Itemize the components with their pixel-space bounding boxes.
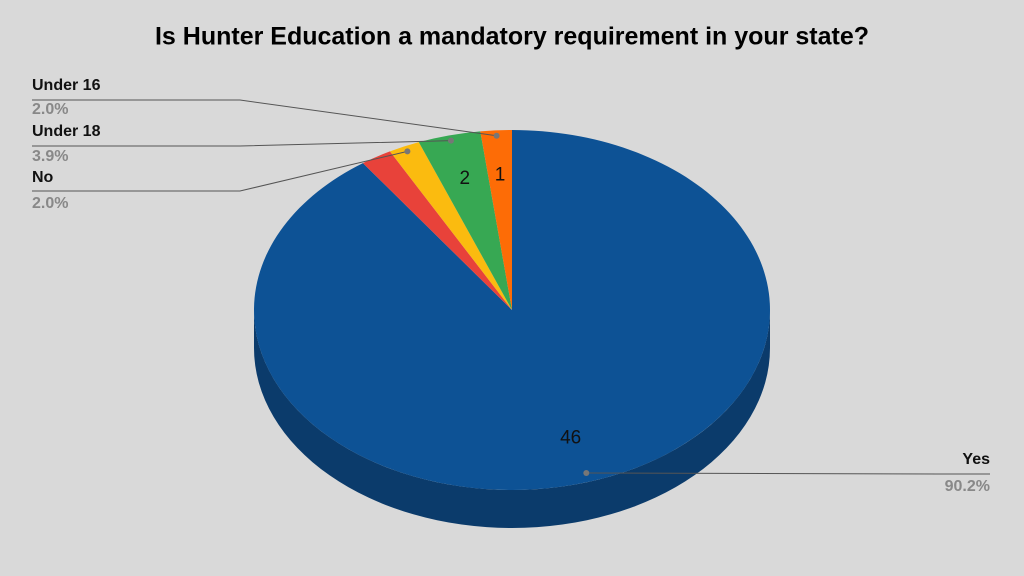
legend-label: Under 18 — [32, 123, 101, 140]
chart-title: Is Hunter Education a mandatory requirem… — [155, 23, 869, 51]
legend-label: No — [32, 169, 54, 186]
slice-value-label: 2 — [460, 168, 471, 189]
pie-slice — [253, 130, 770, 490]
percent-label: 3.9% — [32, 148, 68, 165]
legend-label: Yes — [962, 451, 990, 468]
leader-dot — [447, 137, 454, 144]
legend-label: Under 16 — [32, 77, 101, 94]
leader-line — [586, 472, 990, 475]
slice-value-label: 1 — [495, 164, 506, 185]
leader-line — [32, 150, 408, 192]
percent-label: 2.0% — [32, 101, 68, 118]
pie-slice — [389, 142, 512, 310]
percent-label: 2.0% — [32, 195, 68, 212]
pie-slice — [480, 130, 512, 310]
leader-dot — [583, 469, 590, 476]
leader-line — [32, 99, 497, 137]
pie-slice — [362, 151, 512, 310]
slice-value-label: 46 — [560, 428, 581, 449]
leader-dot — [493, 132, 500, 139]
percent-label: 90.2% — [945, 478, 990, 495]
leader-line — [32, 140, 451, 147]
pie-slice — [418, 131, 512, 310]
leader-dot — [404, 148, 411, 155]
